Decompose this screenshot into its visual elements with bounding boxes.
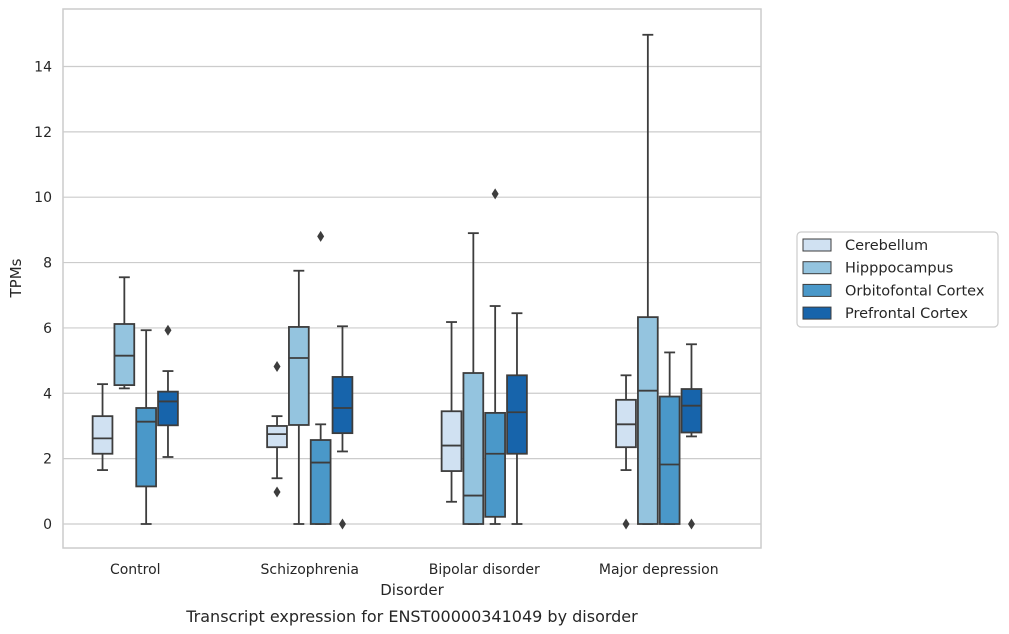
legend-label: Prefrontal Cortex	[845, 306, 968, 322]
box-group	[506, 312, 528, 525]
box	[462, 372, 485, 525]
y-tick-label: 14	[34, 59, 52, 75]
outlier-point	[317, 230, 325, 242]
y-tick-label: 10	[34, 190, 52, 206]
box-group	[91, 383, 114, 471]
box-group	[288, 269, 310, 525]
x-axis-ticks: Control Schizophrenia Bipolar disorder Majo…	[110, 562, 719, 578]
box-group	[157, 324, 179, 458]
box-plot-series	[91, 33, 703, 530]
box	[637, 316, 659, 525]
box	[113, 323, 136, 387]
legend-swatch	[802, 261, 832, 275]
box-group	[113, 276, 136, 390]
box	[309, 439, 332, 525]
y-tick-label: 8	[43, 256, 52, 272]
box	[331, 376, 354, 435]
box-group	[615, 374, 637, 530]
box-group	[637, 33, 659, 525]
box-group	[658, 351, 681, 525]
box	[135, 407, 157, 488]
outlier-point	[273, 360, 281, 372]
box	[157, 390, 179, 427]
outlier-point	[164, 324, 172, 336]
box-group	[135, 329, 157, 525]
x-tick-label: Major depression	[599, 562, 719, 578]
box-group	[440, 321, 463, 503]
box	[484, 411, 506, 518]
y-axis-ticks: 0 2 4 6 8 10 12 14	[34, 59, 52, 533]
box-group	[331, 325, 354, 530]
y-tick-label: 0	[43, 517, 52, 533]
y-tick-label: 12	[34, 125, 52, 141]
x-tick-label: Schizophrenia	[261, 562, 359, 578]
y-tick-label: 2	[43, 452, 52, 468]
box	[506, 374, 528, 455]
legend-label: Cerebellum	[845, 238, 928, 254]
outlier-point	[273, 486, 281, 498]
x-axis-label: Disorder	[380, 581, 444, 599]
box	[440, 410, 463, 472]
y-tick-label: 4	[43, 386, 52, 402]
legend-swatch	[802, 306, 832, 320]
box	[680, 388, 703, 434]
legend-swatch	[802, 238, 832, 252]
legend-label: Orbitofontal Cortex	[845, 283, 985, 299]
box-group	[462, 232, 485, 525]
outlier-point	[491, 188, 499, 200]
box-group	[266, 360, 288, 498]
box-group	[309, 230, 332, 525]
outlier-point	[687, 518, 695, 530]
box-group	[484, 188, 506, 525]
y-tick-label: 6	[43, 321, 52, 337]
box	[288, 326, 310, 426]
outlier-point	[338, 518, 346, 530]
legend-label: Hipppocampus	[845, 261, 953, 277]
box	[266, 425, 288, 449]
outlier-point	[622, 518, 630, 530]
legend: Cerebellum Hipppocampus Orbitofontal Corte…	[796, 231, 999, 328]
x-tick-label: Bipolar disorder	[429, 562, 540, 578]
x-tick-label: Control	[110, 562, 161, 578]
box	[658, 395, 681, 525]
box	[91, 415, 114, 455]
box-group	[680, 343, 703, 530]
gridlines	[63, 65, 761, 525]
legend-frame	[796, 231, 999, 328]
chart-caption: Transcript expression for ENST0000034104…	[185, 607, 638, 626]
plot-frame	[62, 8, 762, 549]
legend-swatch	[802, 283, 832, 297]
y-axis-label: TPMs	[7, 258, 25, 298]
